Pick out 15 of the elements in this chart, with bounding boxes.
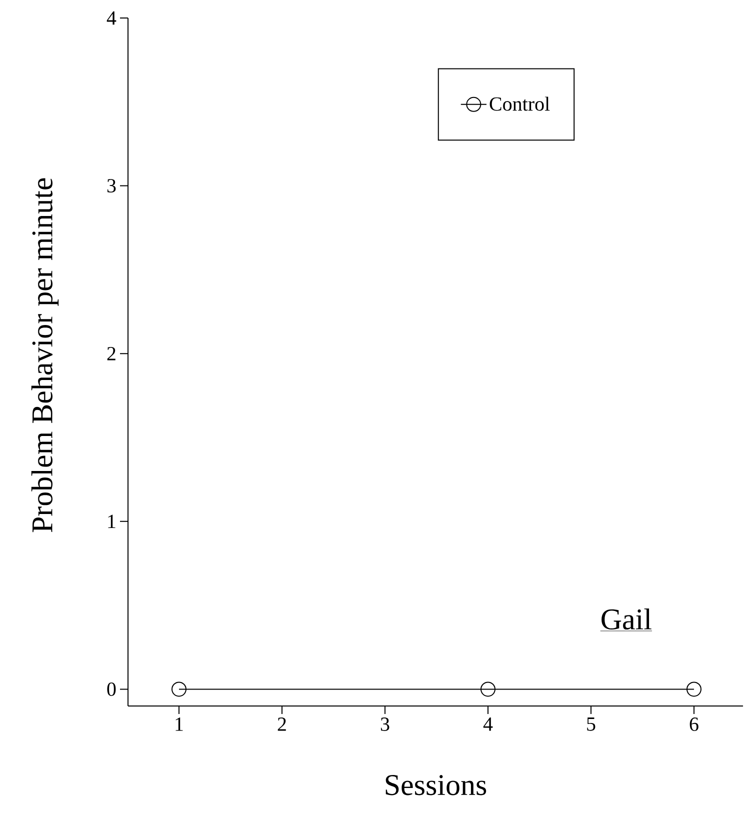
y-axis-title: Problem Behavior per minute [31, 178, 59, 532]
legend-label: Control [490, 96, 550, 111]
annotation: Gail [602, 608, 652, 630]
y-tick-label: 1 [108, 514, 116, 528]
x-axis-title: Sessions [386, 775, 486, 796]
x-tick-label: 6 [690, 718, 698, 731]
y-tick-label: 4 [106, 11, 116, 25]
x-tick-label: 3 [380, 718, 390, 731]
x-tick-label: 2 [278, 718, 286, 731]
y-tick-label: 0 [107, 682, 116, 696]
y-tick-label: 3 [107, 179, 116, 193]
x-tick-label: 5 [587, 718, 596, 731]
x-tick-label: 4 [483, 718, 493, 731]
x-tick-label: 1 [176, 718, 183, 731]
y-tick-label: 2 [107, 346, 116, 360]
